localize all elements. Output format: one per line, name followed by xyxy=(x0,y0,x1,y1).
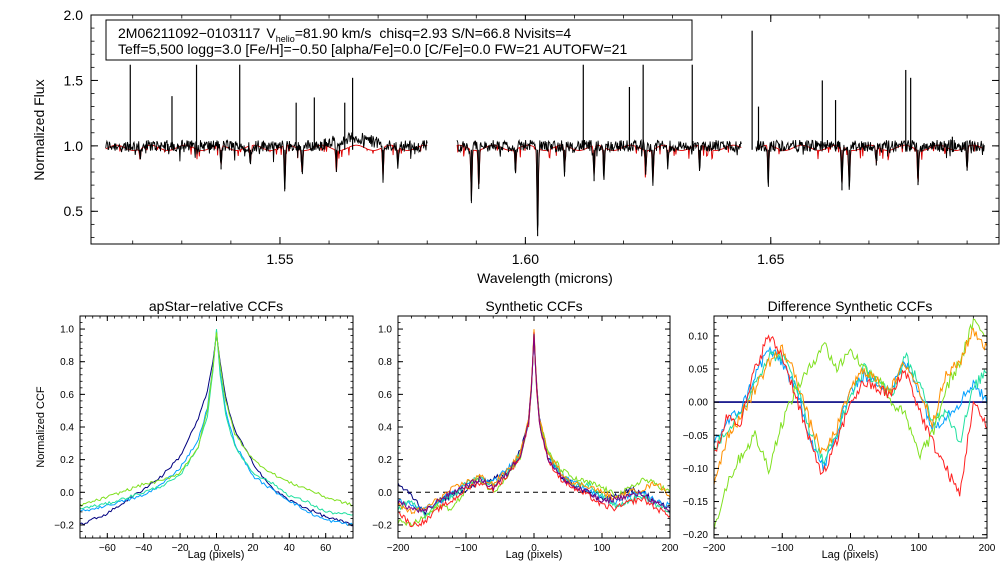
x-tick-label: 0 xyxy=(531,543,537,554)
y-tick-label: 0.4 xyxy=(378,423,392,434)
x-tick-label: 100 xyxy=(594,543,611,554)
x-tick-label: 60 xyxy=(320,543,332,554)
ccf-series-visit-2 xyxy=(714,350,987,465)
ccf-series-visit-1 xyxy=(398,333,670,511)
x-tick-label: 0 xyxy=(848,543,854,554)
star-id: 2M06211092−0103117 xyxy=(118,25,261,41)
fit-stats: chisq=2.93 S/N=66.8 Nvisits=4 xyxy=(379,25,571,41)
x-tick-label: 20 xyxy=(247,543,259,554)
x-tick-label: 1.65 xyxy=(757,251,784,267)
ccf-series-visit-4 xyxy=(80,332,353,507)
y-tick-label: 0.6 xyxy=(378,390,392,401)
v-subscript: helio xyxy=(276,34,295,44)
x-tick-label: −200 xyxy=(703,543,726,554)
y-tick-label: 0.5 xyxy=(64,203,84,219)
y-tick-label: 0.6 xyxy=(60,390,74,401)
apstar-ccf-title: apStar−relative CCFs xyxy=(149,298,283,314)
annotation-frame xyxy=(105,19,693,61)
difference-ccf-ticks: −200 −100 0 100 200 −0.20 −0.15 −0.10 −0.05 0.00 0… xyxy=(683,315,996,554)
x-tick-label: 40 xyxy=(284,543,296,554)
x-tick-label: 1.55 xyxy=(266,251,293,267)
x-tick-label: 200 xyxy=(979,543,996,554)
y-tick-label: 0.0 xyxy=(60,488,74,499)
x-tick-label: 200 xyxy=(662,543,679,554)
synthetic-ccf-axes-frame xyxy=(397,315,671,539)
y-tick-label: 0.2 xyxy=(60,455,74,466)
spectrum-ticks: 1.55 1.60 1.65 0.5 1.0 1.5 2.0 xyxy=(64,7,999,267)
apstar-ccf-ticks: −60 −40 −20 0 20 40 60 −0.2 0.0 0.2 0.4 0.6 0.8 1.0 xyxy=(54,315,353,554)
annotation-line-2: Teff=5,500 logg=3.0 [Fe/H]=−0.50 [alpha/… xyxy=(118,41,627,57)
y-tick-label: 0.2 xyxy=(378,455,392,466)
y-tick-label: 1.0 xyxy=(60,325,74,336)
y-tick-label: 1.5 xyxy=(64,72,84,88)
synthetic-ccf-x-label: Lag (pixels) xyxy=(506,549,563,561)
ccf-series-visit-5 xyxy=(398,332,670,528)
y-tick-label: 1.0 xyxy=(64,138,84,154)
ccf-series-visit-4 xyxy=(714,327,987,485)
ccf-series-visit-1 xyxy=(80,333,353,527)
y-tick-label: 0.8 xyxy=(60,357,74,368)
y-tick-label: 0.00 xyxy=(689,398,709,409)
synthetic-ccf-panel: Synthetic CCFs −200 −100 0 100 200 −0.2 0.0 0.2… xyxy=(372,298,679,561)
x-tick-label: −20 xyxy=(172,543,189,554)
annotation-line-1: 2M06211092−0103117 Vhelio=81.90 km/s chisq… xyxy=(118,25,571,44)
apstar-ccf-panel: apStar−relative CCFs −60 −40 −20 0 20 40 60 −0.… xyxy=(35,298,354,561)
difference-ccf-x-label: Lag (pixels) xyxy=(822,549,879,561)
y-tick-label: −0.2 xyxy=(54,520,74,531)
synthetic-ccf-plot-area xyxy=(398,329,670,528)
synthetic-ccf-ticks: −200 −100 0 100 200 −0.2 0.0 0.2 0.4 0.6 0.8 1.0 xyxy=(372,315,679,554)
difference-ccf-title: Difference Synthetic CCFs xyxy=(768,298,933,314)
y-tick-label: −0.05 xyxy=(683,431,709,442)
y-tick-label: −0.15 xyxy=(683,497,709,508)
y-tick-label: 0.10 xyxy=(689,331,709,342)
x-tick-label: −200 xyxy=(387,543,410,554)
synthetic-ccf-title: Synthetic CCFs xyxy=(485,298,582,314)
x-tick-label: −100 xyxy=(771,543,794,554)
x-tick-label: 100 xyxy=(910,543,927,554)
y-tick-label: 0.4 xyxy=(60,423,74,434)
x-tick-label: −40 xyxy=(135,543,152,554)
y-tick-label: 2.0 xyxy=(64,7,84,23)
ccf-series-visit-3 xyxy=(714,318,987,530)
x-tick-label: −60 xyxy=(99,543,116,554)
ccf-series-visit-6 xyxy=(398,333,670,514)
apstar-ccf-plot-area xyxy=(80,329,353,527)
y-tick-label: 0.8 xyxy=(378,357,392,368)
ccf-series-visit-3 xyxy=(80,329,353,516)
x-tick-label: −100 xyxy=(455,543,478,554)
ccf-series-visit-4 xyxy=(398,329,670,515)
ccf-series-visit-2 xyxy=(80,330,353,527)
observed-spectrum-segment xyxy=(105,132,428,192)
difference-ccf-plot-area xyxy=(714,318,987,530)
ccf-series-visit-5 xyxy=(714,334,987,497)
y-tick-label: −0.20 xyxy=(683,530,709,541)
apstar-ccf-x-label: Lag (pixels) xyxy=(188,549,245,561)
observed-spectrum-segment xyxy=(755,139,985,190)
spectrum-annotation-box: 2M06211092−0103117 Vhelio=81.90 km/s chisq… xyxy=(105,19,693,61)
y-tick-label: −0.2 xyxy=(372,520,392,531)
x-tick-label: 1.60 xyxy=(512,251,539,267)
y-tick-label: −0.10 xyxy=(683,464,709,475)
v-value: =81.90 km/s xyxy=(295,25,372,41)
y-tick-label: 1.0 xyxy=(378,325,392,336)
ccf-series-visit-2 xyxy=(398,332,670,521)
spectrum-axes-frame xyxy=(90,14,1000,245)
y-tick-label: 0.05 xyxy=(689,365,709,376)
observed-spectrum-segment xyxy=(456,138,742,231)
spectrum-panel: 1.55 1.60 1.65 0.5 1.0 1.5 2.0 Wavelength (mic… xyxy=(31,7,1000,286)
spectrum-y-label: Normalized Flux xyxy=(31,79,47,180)
spectrum-plot-area xyxy=(105,30,985,237)
v-prefix: V xyxy=(266,25,276,41)
apstar-ccf-y-label: Normalized CCF xyxy=(35,386,47,468)
x-tick-label: 0 xyxy=(214,543,220,554)
difference-ccf-panel: Difference Synthetic CCFs −200 −100 0 100 20… xyxy=(683,298,996,561)
y-tick-label: 0.0 xyxy=(378,488,392,499)
spectrum-x-label: Wavelength (microns) xyxy=(477,270,613,286)
